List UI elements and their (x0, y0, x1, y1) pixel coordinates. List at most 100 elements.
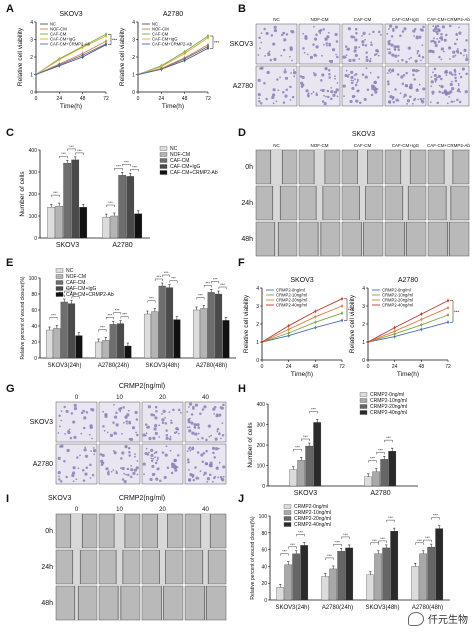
sig-label: *** (100, 324, 105, 329)
row-label: 48h (241, 236, 253, 243)
stained-cell (283, 38, 287, 42)
y-tick-label: 60 (31, 308, 37, 314)
stained-cell (113, 451, 117, 455)
bar (75, 335, 83, 359)
legend-label: NOF-CM (170, 152, 190, 158)
column-label: 20 (159, 507, 166, 513)
micrograph-scratch (298, 221, 341, 257)
sig-bracket (162, 274, 171, 277)
bar (337, 551, 346, 601)
stained-cell (399, 34, 402, 38)
stained-cell (265, 97, 268, 101)
bar (158, 285, 166, 359)
bar (200, 308, 208, 359)
panel-letter-H: H (238, 383, 246, 395)
legend-label: CRMP2-10ng/ml (370, 398, 407, 404)
stained-cell (263, 81, 266, 85)
stained-cell (350, 75, 354, 80)
stained-cell (438, 55, 441, 59)
stained-cell (202, 474, 205, 477)
stained-cell (299, 75, 303, 78)
stained-cell (126, 422, 128, 425)
stained-cell (352, 58, 356, 62)
stained-cell (456, 89, 460, 93)
stained-cell (407, 46, 411, 50)
stained-cell (89, 463, 92, 467)
stained-cell (354, 78, 356, 81)
sig-label: *** (298, 529, 303, 534)
stained-cell (64, 433, 67, 435)
bar (94, 341, 103, 359)
stained-cell (396, 45, 400, 49)
stained-cell (174, 468, 178, 472)
stained-cell (125, 473, 128, 476)
stained-cell (430, 80, 434, 84)
stained-cell (395, 98, 399, 102)
stained-cell (136, 473, 139, 476)
panel-letter-D: D (238, 127, 246, 139)
x-axis-label: Time(h) (291, 371, 313, 378)
stained-cell (156, 456, 159, 459)
stained-cell (289, 99, 292, 101)
stained-cell (394, 88, 397, 91)
stained-cell (455, 49, 460, 53)
stained-cell (436, 101, 439, 105)
stained-cell (309, 55, 314, 59)
stained-cell (127, 473, 130, 477)
stained-cell (392, 29, 395, 32)
series-line (367, 314, 449, 343)
sig-label: *** (213, 276, 218, 281)
stained-cell (107, 470, 110, 473)
stained-cell (158, 436, 161, 438)
bar (207, 292, 215, 359)
legend-label: CRMP2-20ng/ml (276, 298, 307, 303)
y-tick-label: 0 (34, 236, 37, 242)
legend-label: CAF-CM (66, 280, 85, 286)
wound-gap (404, 222, 407, 256)
sig-label: *** (378, 447, 383, 452)
stained-cell (441, 25, 446, 29)
stained-cell (321, 73, 325, 77)
sig-bracket (98, 329, 107, 332)
stained-cell (375, 53, 378, 55)
stained-cell (168, 411, 171, 414)
stained-cell (319, 32, 322, 35)
sig-label: *** (327, 553, 332, 558)
column-label: 10 (116, 395, 123, 401)
bar (110, 215, 119, 239)
stained-cell (199, 470, 202, 473)
stained-cell (434, 43, 438, 48)
stained-cell (80, 411, 84, 415)
stained-cell (208, 435, 211, 438)
stained-cell (376, 76, 380, 79)
micrograph-stain (298, 65, 341, 107)
stained-cell (313, 25, 315, 28)
legend-label: CAF-CM+CRMP2-Ab (152, 42, 193, 47)
stained-cell (257, 78, 261, 82)
series-line (137, 46, 209, 75)
stained-cell (170, 419, 173, 422)
stained-cell (134, 410, 138, 415)
stained-cell (321, 88, 325, 93)
x-tick-label: 48 (80, 96, 86, 102)
stained-cell (186, 410, 189, 413)
sig-bracket (49, 317, 58, 320)
category-label: A2780(24h) (322, 605, 353, 611)
stained-cell (290, 72, 292, 74)
stained-cell (275, 100, 278, 103)
bar (284, 564, 293, 601)
stained-cell (213, 476, 216, 480)
stained-cell (77, 467, 80, 470)
panel-G-grid: CRMP2(ng/ml) 0 10 20 40 SKOV3 A2780 (30, 383, 227, 485)
sig-label: *** (303, 434, 308, 439)
stained-cell (60, 444, 64, 448)
legend-label: CRMP2-40ng/ml (294, 522, 331, 528)
stained-cell (347, 27, 352, 31)
stained-cell (85, 466, 89, 470)
stained-cell (388, 28, 390, 30)
stained-cell (270, 34, 274, 37)
stained-cell (463, 54, 465, 57)
stained-cell (450, 100, 454, 103)
stained-cell (352, 79, 355, 82)
